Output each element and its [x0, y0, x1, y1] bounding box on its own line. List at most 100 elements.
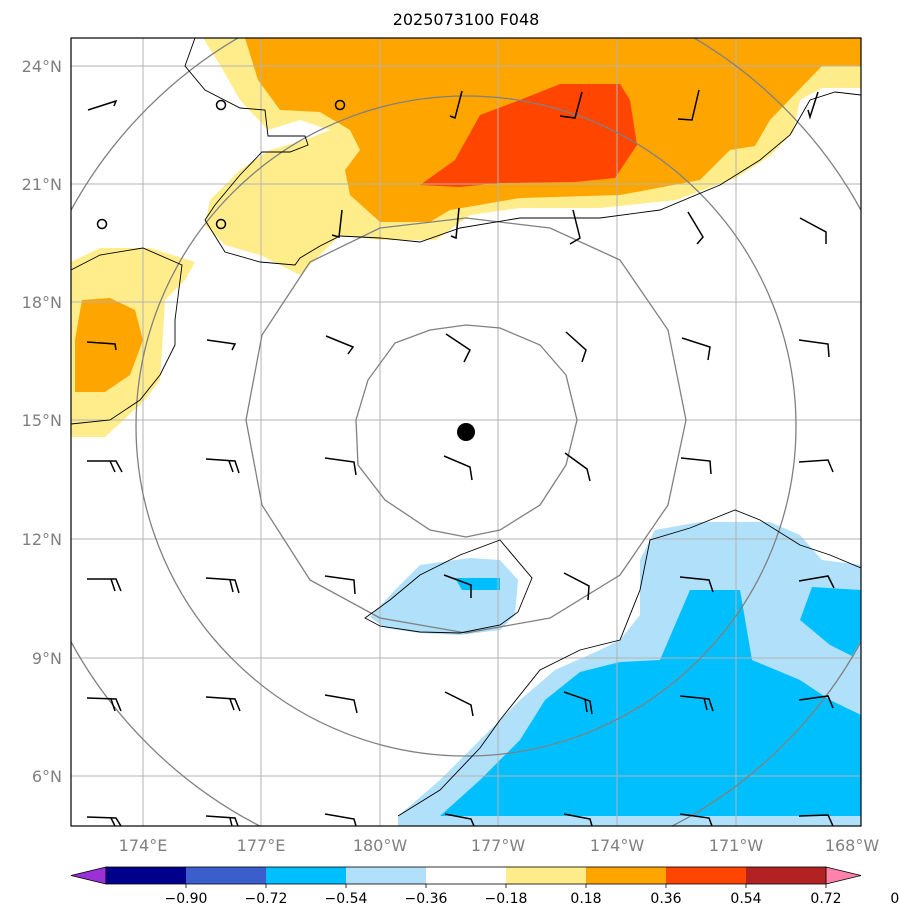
- wind-barb: [205, 577, 240, 594]
- wind-barb: [680, 457, 712, 475]
- colorbar-tick-label: 0.90: [890, 891, 899, 907]
- lat-label: 6°N: [32, 767, 62, 786]
- wind-barb: [87, 578, 122, 592]
- coastline-central: [364, 539, 533, 634]
- wind-barb: [205, 696, 241, 712]
- wind-barb: [798, 814, 834, 826]
- map-frame: [70, 37, 862, 827]
- wind-barb: [86, 341, 117, 351]
- colorbar-segment: [266, 867, 347, 884]
- wind-barb: [687, 211, 704, 245]
- colorbar-extend-max: [825, 866, 862, 885]
- wind-barb: [444, 691, 474, 717]
- colorbar-segment: [506, 867, 587, 884]
- wind-barb: [798, 459, 834, 473]
- colorbar-segment: [746, 867, 827, 884]
- wind-barb: [449, 90, 463, 120]
- colorbar-tick-label: −0.90: [165, 891, 208, 907]
- colorbar-frame: [105, 866, 827, 885]
- negative-anomaly-central-light: [370, 558, 518, 635]
- station-circle: [96, 218, 108, 230]
- wind-barb: [798, 575, 835, 589]
- colorbar-tick-label: 0.36: [650, 891, 681, 907]
- colorbar-segment: [106, 867, 187, 884]
- wind-barb: [87, 99, 118, 111]
- stations: [96, 99, 346, 230]
- map-title: 2025073100 F048: [392, 10, 540, 29]
- wind-barb: [324, 575, 356, 595]
- colorbar-segment: [586, 867, 667, 884]
- lon-label: 174°E: [119, 836, 168, 855]
- wind-barb: [443, 574, 472, 598]
- colorbar-segment: [426, 867, 507, 884]
- wind-barb: [205, 815, 239, 826]
- colorbar-tick-label: −0.18: [485, 891, 528, 907]
- colorbar: −0.90 −0.72 −0.54 −0.36 −0.18 0.18 0.36 0.54 0.7…: [70, 866, 899, 907]
- wind-barb: [563, 572, 590, 601]
- wind-barb: [86, 697, 122, 712]
- wind-barb: [559, 91, 583, 119]
- wind-barb: [445, 333, 471, 363]
- positive-anomaly-strong: [420, 84, 637, 187]
- shaded-fields: [71, 38, 861, 826]
- range-rings: [71, 38, 861, 826]
- colorbar-tick-label: −0.72: [245, 891, 288, 907]
- wind-barb: [564, 452, 591, 482]
- wind-barb: [87, 460, 123, 473]
- colorbar-tick-label: −0.54: [325, 891, 368, 907]
- coastline-southeast: [397, 509, 861, 817]
- wind-barb: [569, 209, 581, 245]
- lat-label: 15°N: [22, 411, 62, 430]
- positive-anomaly-west-medium: [75, 298, 143, 392]
- wind-barb: [563, 691, 593, 715]
- wind-barb: [331, 209, 343, 238]
- station-circle: [215, 218, 227, 230]
- colorbar-tick-label: 0.72: [810, 891, 841, 907]
- latitude-labels: 24°N 21°N 18°N 15°N 12°N 9°N 6°N: [22, 57, 62, 786]
- wind-barb: [86, 816, 122, 826]
- colorbar-extend-min: [70, 866, 107, 885]
- colorbar-tick-label: −0.36: [405, 891, 448, 907]
- colorbar-tick-label: 0.18: [570, 891, 601, 907]
- coastlines: [71, 38, 861, 817]
- wind-barb: [324, 813, 357, 826]
- lat-label: 24°N: [22, 57, 62, 76]
- range-ring-3: [135, 95, 797, 757]
- wind-barb: [677, 89, 700, 121]
- lat-label: 9°N: [32, 649, 62, 668]
- wind-barb: [563, 813, 593, 826]
- coastline-north: [184, 38, 861, 266]
- wind-barb: [443, 455, 473, 481]
- station-circle: [215, 99, 227, 111]
- colorbar-segment: [666, 867, 747, 884]
- wind-barb: [444, 813, 475, 826]
- lon-label: 177°W: [471, 836, 526, 855]
- longitude-labels: 174°E 177°E 180°W 177°W 174°W 171°W 168°…: [119, 836, 880, 855]
- wind-barb: [565, 331, 587, 363]
- lat-label: 21°N: [22, 175, 62, 194]
- wind-barb: [325, 335, 355, 355]
- colorbar-segment: [346, 867, 427, 884]
- graticule: [71, 38, 861, 826]
- lon-label: 171°W: [709, 836, 764, 855]
- wind-barb: [679, 695, 714, 712]
- wind-barb: [807, 91, 819, 120]
- wind-barb: [798, 339, 830, 358]
- wind-barb: [205, 458, 240, 474]
- wind-barb: [679, 576, 714, 593]
- wind-barb: [798, 695, 834, 709]
- negative-anomaly-central-medium: [455, 578, 500, 590]
- wind-barb: [324, 694, 358, 714]
- range-ring-1: [355, 324, 578, 538]
- negative-anomaly-medium: [440, 590, 861, 816]
- range-ring-2: [245, 217, 687, 634]
- lon-label: 177°E: [237, 836, 286, 855]
- lon-label: 174°W: [590, 836, 645, 855]
- wind-barb: [324, 457, 357, 476]
- colorbar-segment: [186, 867, 267, 884]
- wind-barb: [681, 337, 711, 361]
- wind-barb: [206, 339, 237, 351]
- wind-barb: [450, 207, 460, 240]
- colorbar-tick-label: 0.54: [730, 891, 761, 907]
